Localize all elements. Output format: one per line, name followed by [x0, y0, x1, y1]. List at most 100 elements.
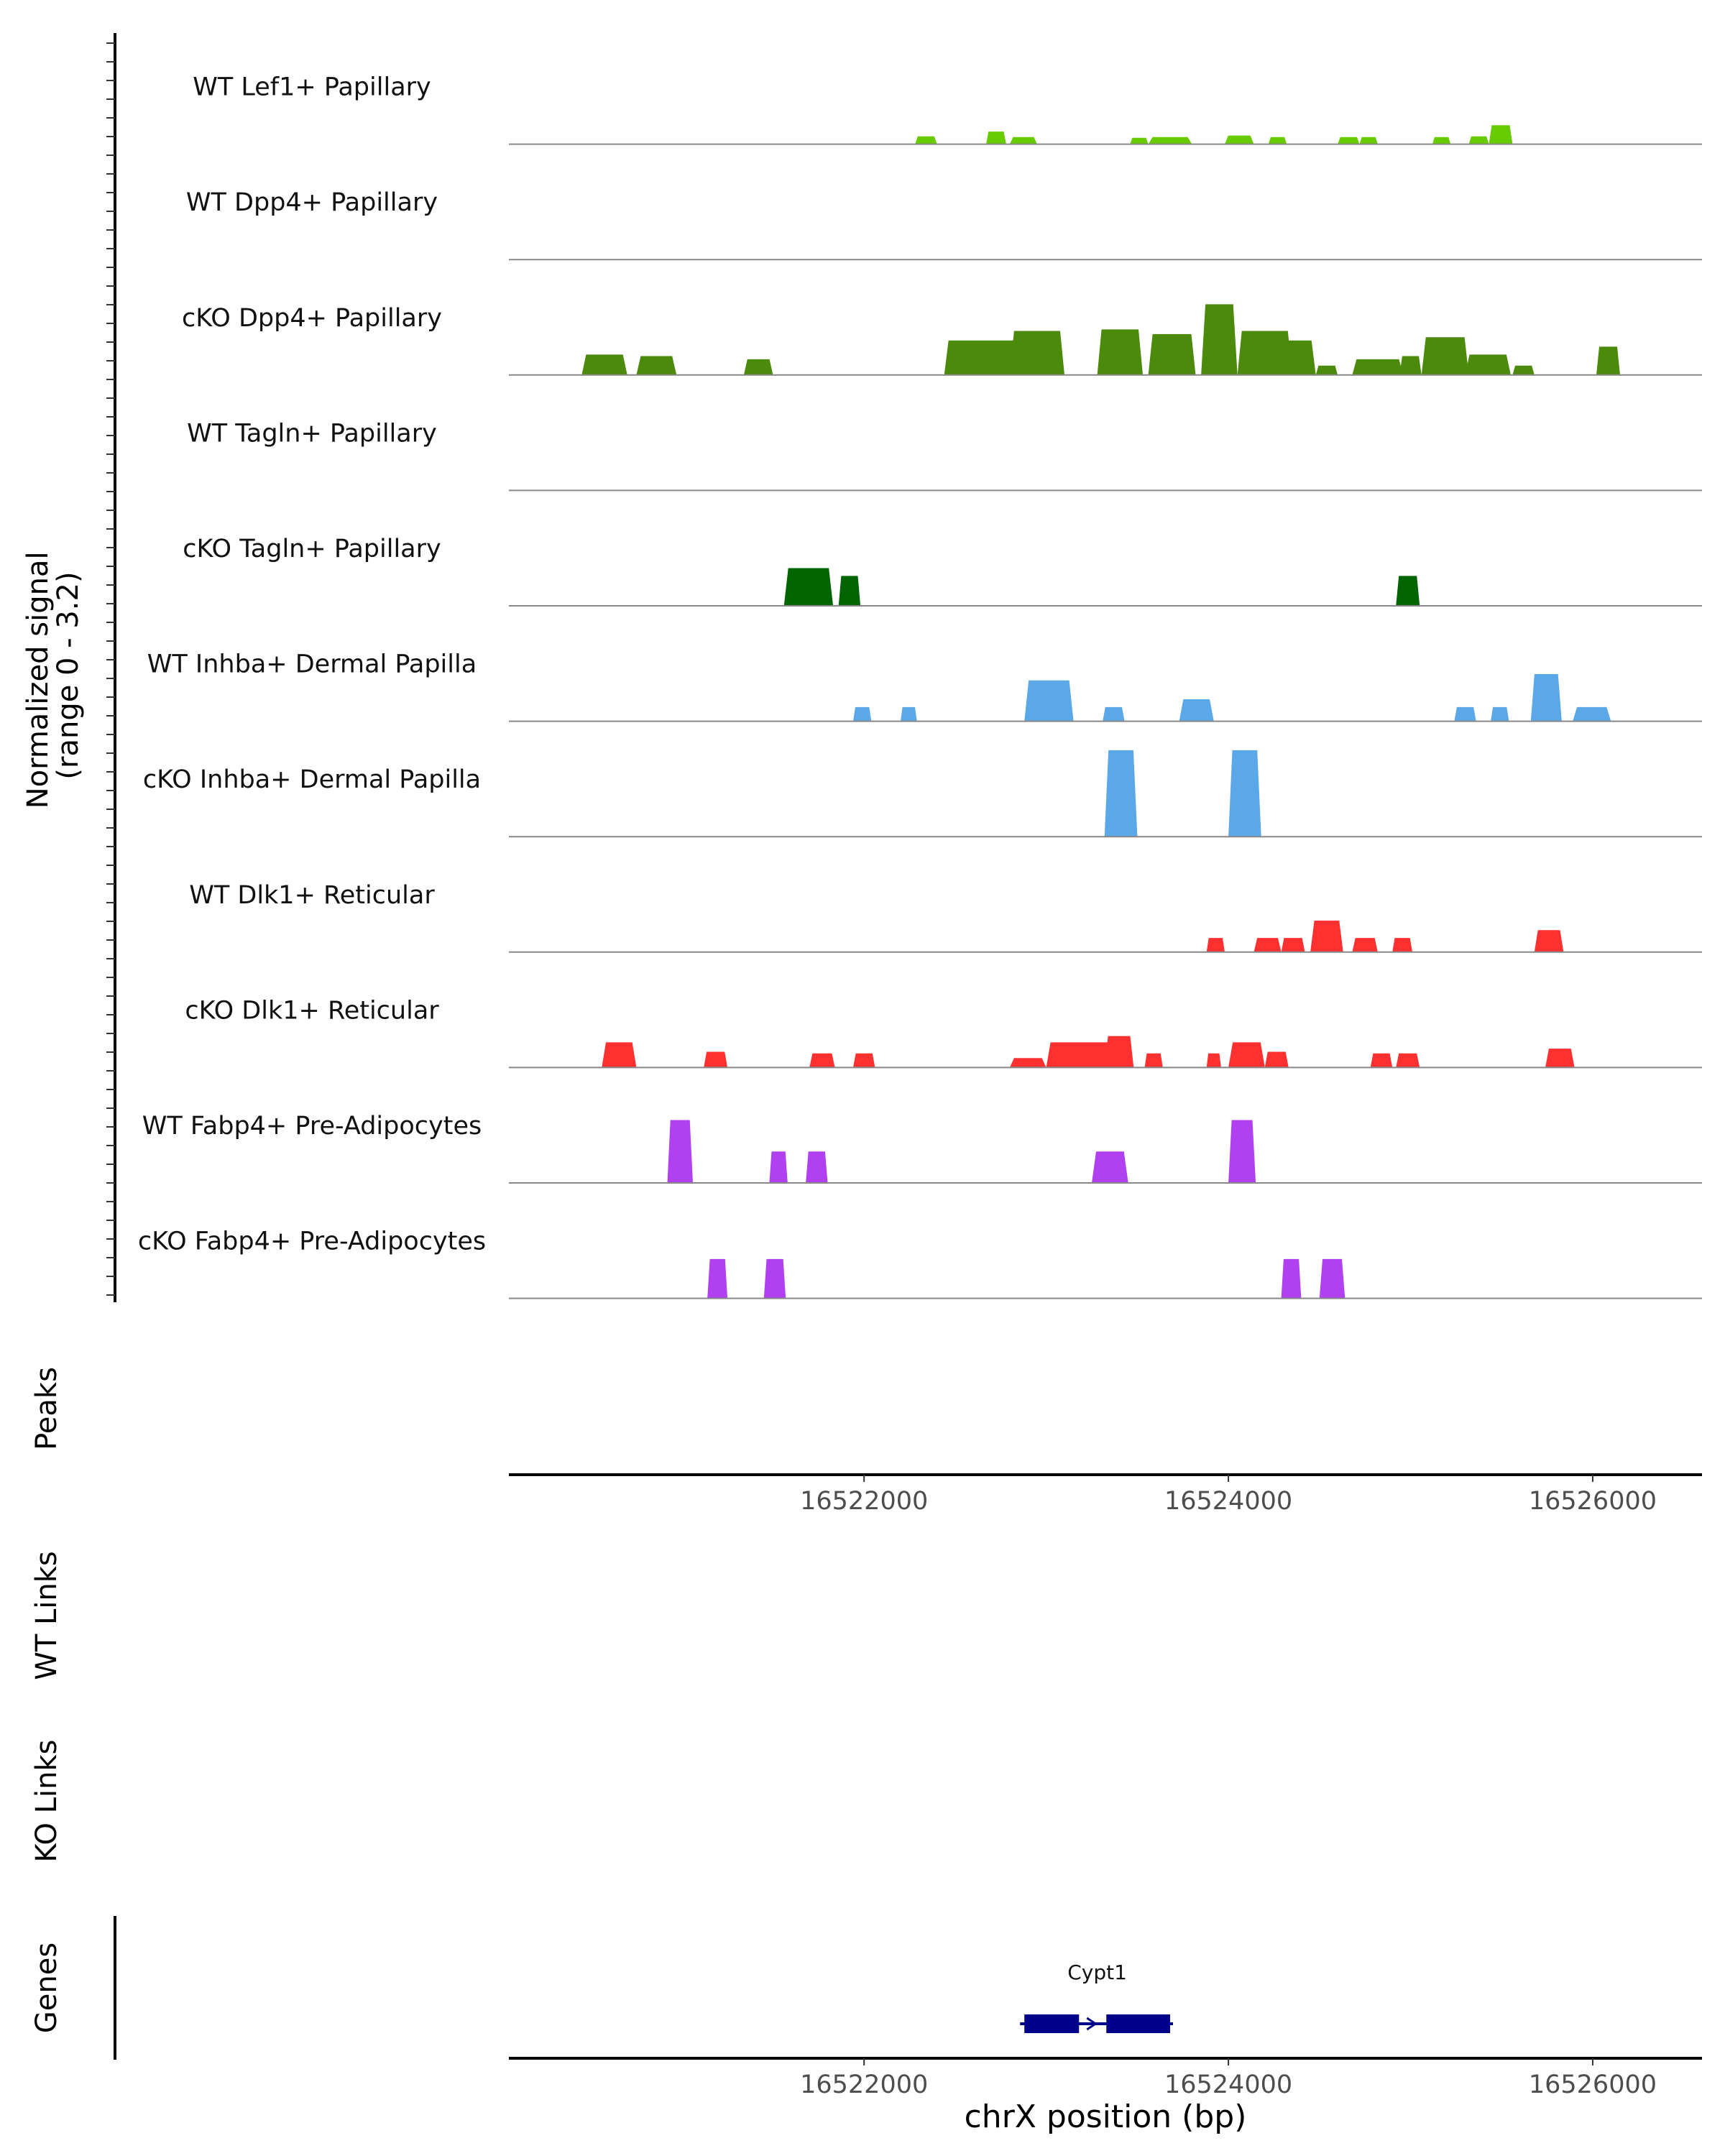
coverage-peak: [806, 1151, 828, 1183]
coverage-peak: [838, 576, 861, 606]
coverage-peak: [1468, 136, 1489, 144]
coverage-peak: [1596, 346, 1620, 375]
track-4: WT Tagln+ Papillary: [187, 419, 1702, 492]
signal-y-ticks: [106, 42, 115, 1296]
track-label: cKO Dlk1+ Reticular: [185, 996, 439, 1025]
coverage-peak: [1254, 938, 1282, 952]
peaks-track-label: Peaks: [30, 1367, 63, 1450]
coverage-peak: [1545, 1049, 1575, 1068]
coverage-peak: [1281, 1258, 1302, 1299]
coverage-peak: [1009, 1058, 1046, 1068]
coverage-peak: [667, 1120, 693, 1183]
track-11: cKO Fabp4+ Pre-Adipocytes: [138, 1227, 1702, 1299]
genes-x-axis: 16522000 16524000 16526000: [800, 2058, 1657, 2099]
track-2: WT Dpp4+ Papillary: [186, 188, 1702, 261]
coverage-peak: [1489, 125, 1513, 144]
track-8: WT Dlk1+ Reticular: [189, 881, 1702, 953]
coverage-peak: [1310, 921, 1343, 952]
signal-y-axis-title-line2: (range 0 - 3.2): [52, 571, 85, 779]
coverage-peak: [1228, 1120, 1256, 1183]
coverage-peak: [1092, 1151, 1128, 1183]
coverage-tracks: WT Lef1+ Papillary WT Dpp4+ Papillary cKO …: [138, 73, 1702, 1299]
coverage-peak: [853, 1053, 875, 1068]
track-label: WT Dlk1+ Reticular: [189, 881, 435, 910]
wt-links-track-label: WT Links: [30, 1551, 63, 1680]
coverage-peak: [704, 1051, 728, 1068]
track-3: cKO Dpp4+ Papillary: [182, 304, 1702, 376]
signal-y-axis: [106, 33, 116, 1302]
coverage-peak: [1206, 1053, 1221, 1068]
coverage-peak: [1392, 938, 1412, 952]
coverage-peak: [783, 568, 834, 606]
x-tick-label: 16524000: [1164, 2070, 1292, 2099]
coverage-peak: [1432, 137, 1451, 144]
coverage-peak: [1148, 137, 1192, 144]
coverage-peak: [1228, 1042, 1265, 1068]
coverage-peak: [1491, 706, 1509, 722]
coverage-peak: [636, 356, 677, 375]
coverage-peak: [1319, 1258, 1346, 1299]
coverage-peak: [853, 706, 872, 722]
coverage-peak: [1097, 329, 1143, 375]
coverage-peak: [1315, 365, 1338, 375]
coverage-peak: [1264, 340, 1316, 375]
x-tick-label: 16526000: [1529, 2070, 1657, 2099]
coverage-peak: [1454, 706, 1476, 722]
coverage-peak: [1573, 706, 1611, 722]
coverage-peak: [1370, 1053, 1393, 1068]
track-6: WT Inhba+ Dermal Papilla: [147, 650, 1702, 722]
coverage-peak: [1396, 1053, 1420, 1068]
coverage-peak: [1206, 938, 1225, 952]
coverage-peak: [581, 354, 627, 375]
x-tick-label: 16522000: [800, 1487, 928, 1516]
track-label: cKO Inhba+ Dermal Papilla: [143, 765, 481, 794]
coverage-peak: [707, 1258, 728, 1299]
coverage-peak: [1338, 137, 1360, 144]
ko-links-track-label: KO Links: [30, 1740, 63, 1863]
track-5: cKO Tagln+ Papillary: [183, 535, 1702, 607]
x-tick-label: 16522000: [800, 2070, 928, 2099]
coverage-peak: [769, 1151, 788, 1183]
coverage-peak: [1421, 337, 1469, 375]
coverage-peak: [1359, 137, 1378, 144]
coverage-peak: [1144, 1053, 1163, 1068]
track-label: cKO Fabp4+ Pre-Adipocytes: [138, 1227, 486, 1256]
coverage-peak: [1104, 750, 1138, 837]
peaks-x-axis: 16522000 16524000 16526000: [800, 1475, 1657, 1516]
track-label: WT Fabp4+ Pre-Adipocytes: [142, 1112, 482, 1141]
coverage-peak: [1179, 699, 1214, 722]
coverage-peak: [1352, 938, 1378, 952]
coverage-peak: [1396, 576, 1420, 606]
coverage-peak: [1465, 354, 1511, 375]
genes-track-label: Genes: [30, 1943, 63, 2033]
coverage-peak: [1148, 333, 1196, 375]
gene-exon: [1024, 2014, 1080, 2033]
coverage-peak: [1281, 938, 1305, 952]
coverage-peak: [763, 1258, 786, 1299]
coverage-peak: [1009, 137, 1037, 144]
gene-track: Cypt1: [1020, 1961, 1173, 2033]
coverage-peak: [915, 136, 937, 144]
gene-strand-arrow: [1086, 2017, 1098, 2031]
x-axis-title: chrX position (bp): [965, 2099, 1247, 2135]
coverage-peak: [1268, 137, 1287, 144]
track-1: WT Lef1+ Papillary: [193, 73, 1702, 145]
coverage-peak: [1512, 365, 1535, 375]
coverage-peak: [1104, 1036, 1134, 1068]
track-label: WT Lef1+ Papillary: [193, 73, 431, 102]
coverage-peak: [1399, 356, 1422, 375]
coverage-peak: [1228, 750, 1261, 837]
coverage-peak: [900, 706, 917, 722]
x-tick-label: 16524000: [1164, 1487, 1292, 1516]
track-9: cKO Dlk1+ Reticular: [185, 996, 1702, 1069]
coverage-peak: [1009, 331, 1064, 375]
gene-name-label: Cypt1: [1067, 1961, 1127, 1984]
coverage-peak: [602, 1042, 637, 1068]
x-tick-label: 16526000: [1529, 1487, 1657, 1516]
coverage-peak: [986, 132, 1006, 144]
signal-y-axis-title: Normalized signal (range 0 - 3.2): [22, 543, 85, 809]
gene-exon: [1106, 2014, 1170, 2033]
signal-y-axis-title-line1: Normalized signal: [22, 551, 55, 808]
track-label: WT Inhba+ Dermal Papilla: [147, 650, 477, 679]
